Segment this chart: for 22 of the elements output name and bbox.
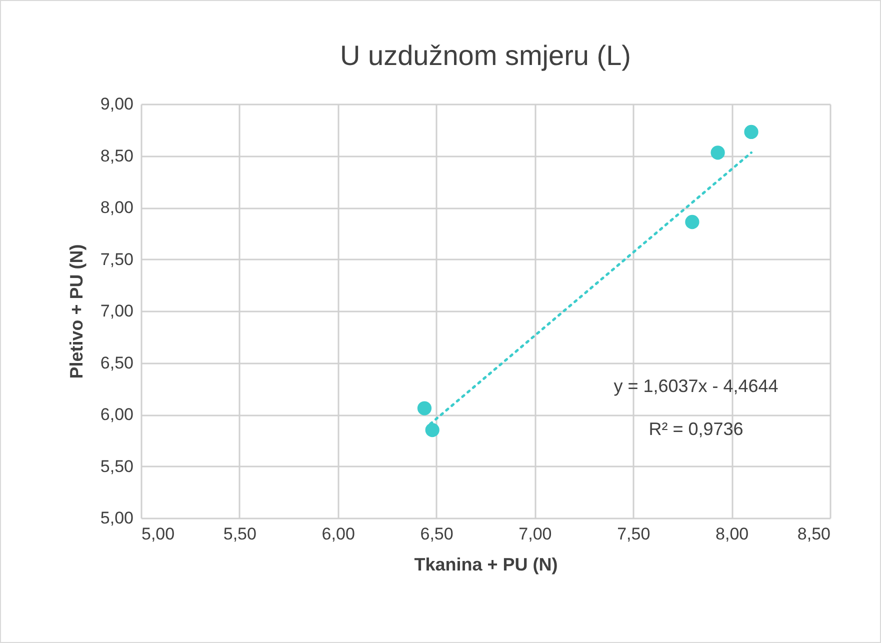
x-tick-label: 5,00 <box>142 524 175 544</box>
x-tick-label: 5,50 <box>223 524 256 544</box>
y-tick-label: 6,00 <box>100 405 134 424</box>
y-tick-label: 5,50 <box>100 456 134 476</box>
y-tick-label: 8,50 <box>100 146 134 166</box>
x-tick-label: 7,00 <box>518 524 552 544</box>
x-tick-label: 6,50 <box>420 524 454 544</box>
x-tick-label: 8,50 <box>797 524 830 544</box>
annotation: R² = 0,9736 <box>648 419 744 439</box>
x-tick-label: 7,50 <box>617 524 650 544</box>
y-tick-label: 9,00 <box>100 94 134 114</box>
y-tick-label: 8,00 <box>100 198 134 217</box>
x-tick-label: 6,00 <box>322 524 355 544</box>
y-tick-label: 6,50 <box>100 353 134 372</box>
y-tick-label: 7,00 <box>100 302 134 320</box>
y-tick-label: 5,00 <box>100 508 134 528</box>
y-tick-label: 7,50 <box>100 250 134 269</box>
x-axis-title: Tkanina + PU (N) <box>414 554 558 574</box>
y-axis-title: Pletivo + PU (N) <box>66 244 86 379</box>
annotation: y = 1,6037x - 4,4644 <box>614 376 778 396</box>
chart-title: U uzdužnom smjeru (L) <box>340 40 631 71</box>
x-tick-label: 8,00 <box>716 524 749 544</box>
